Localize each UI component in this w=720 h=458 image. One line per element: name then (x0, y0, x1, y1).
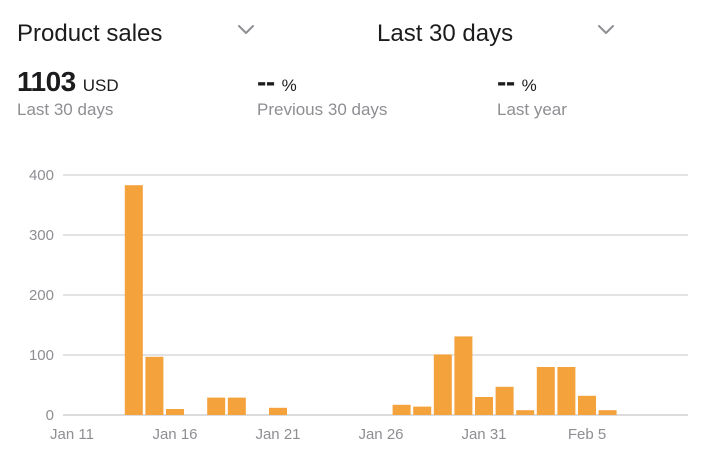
chart-bars (124, 185, 617, 415)
bar-jan-30[interactable] (454, 336, 473, 415)
metric-selector[interactable]: Product sales (17, 14, 262, 54)
stat-value: -- (257, 66, 275, 97)
x-tick-label: Jan 31 (461, 426, 506, 443)
y-tick-label: 100 (29, 347, 54, 364)
y-tick-label: 200 (29, 287, 54, 304)
stat-caption: Previous 30 days (257, 100, 388, 119)
range-selector[interactable]: Last 30 days (377, 14, 622, 54)
stat-current-period: 1103 USD Last 30 days (17, 66, 119, 120)
bar-jan-27[interactable] (392, 404, 411, 415)
bar-jan-29[interactable] (433, 354, 452, 415)
bar-jan-18[interactable] (207, 397, 226, 415)
bar-feb-5[interactable] (578, 395, 596, 415)
bar-jan-19[interactable] (227, 397, 246, 415)
bar-jan-31[interactable] (475, 397, 493, 415)
chevron-down-icon (598, 25, 614, 34)
chevron-down-icon (238, 25, 254, 34)
stat-unit: % (521, 76, 537, 95)
metric-selector-label: Product sales (17, 20, 163, 47)
bar-feb-1[interactable] (495, 386, 514, 415)
stat-last-year: -- % Last year (497, 66, 567, 120)
x-tick-label: Jan 16 (152, 426, 197, 443)
stat-value: 1103 (17, 66, 76, 97)
x-tick-label: Feb 5 (568, 426, 606, 443)
bar-jan-14[interactable] (124, 185, 143, 415)
stat-caption: Last 30 days (17, 100, 114, 119)
bar-jan-16[interactable] (166, 409, 184, 415)
x-axis-labels: Jan 11 Jan 16 Jan 21 Jan 26 Jan 31 Feb 5 (50, 426, 606, 443)
bar-feb-4[interactable] (557, 367, 576, 415)
bar-feb-2[interactable] (516, 410, 535, 415)
y-tick-label: 400 (29, 167, 54, 184)
stat-value: -- (497, 66, 515, 97)
y-tick-label: 0 (46, 407, 54, 424)
stat-previous-period: -- % Previous 30 days (257, 66, 387, 120)
range-selector-label: Last 30 days (377, 20, 514, 47)
y-axis-labels: 0 100 200 300 400 (29, 167, 54, 424)
bar-jan-28[interactable] (413, 406, 432, 415)
stat-caption: Last year (497, 100, 567, 119)
bar-jan-15[interactable] (145, 356, 164, 415)
bar-feb-6[interactable] (598, 410, 617, 415)
bar-jan-21[interactable] (269, 407, 287, 415)
x-tick-label: Jan 21 (255, 426, 300, 443)
x-tick-label: Jan 11 (50, 426, 94, 443)
stat-unit: USD (82, 76, 119, 95)
x-tick-label: Jan 26 (358, 426, 403, 443)
bar-feb-3[interactable] (536, 367, 555, 415)
y-tick-label: 300 (29, 227, 54, 244)
stat-unit: % (281, 76, 297, 95)
